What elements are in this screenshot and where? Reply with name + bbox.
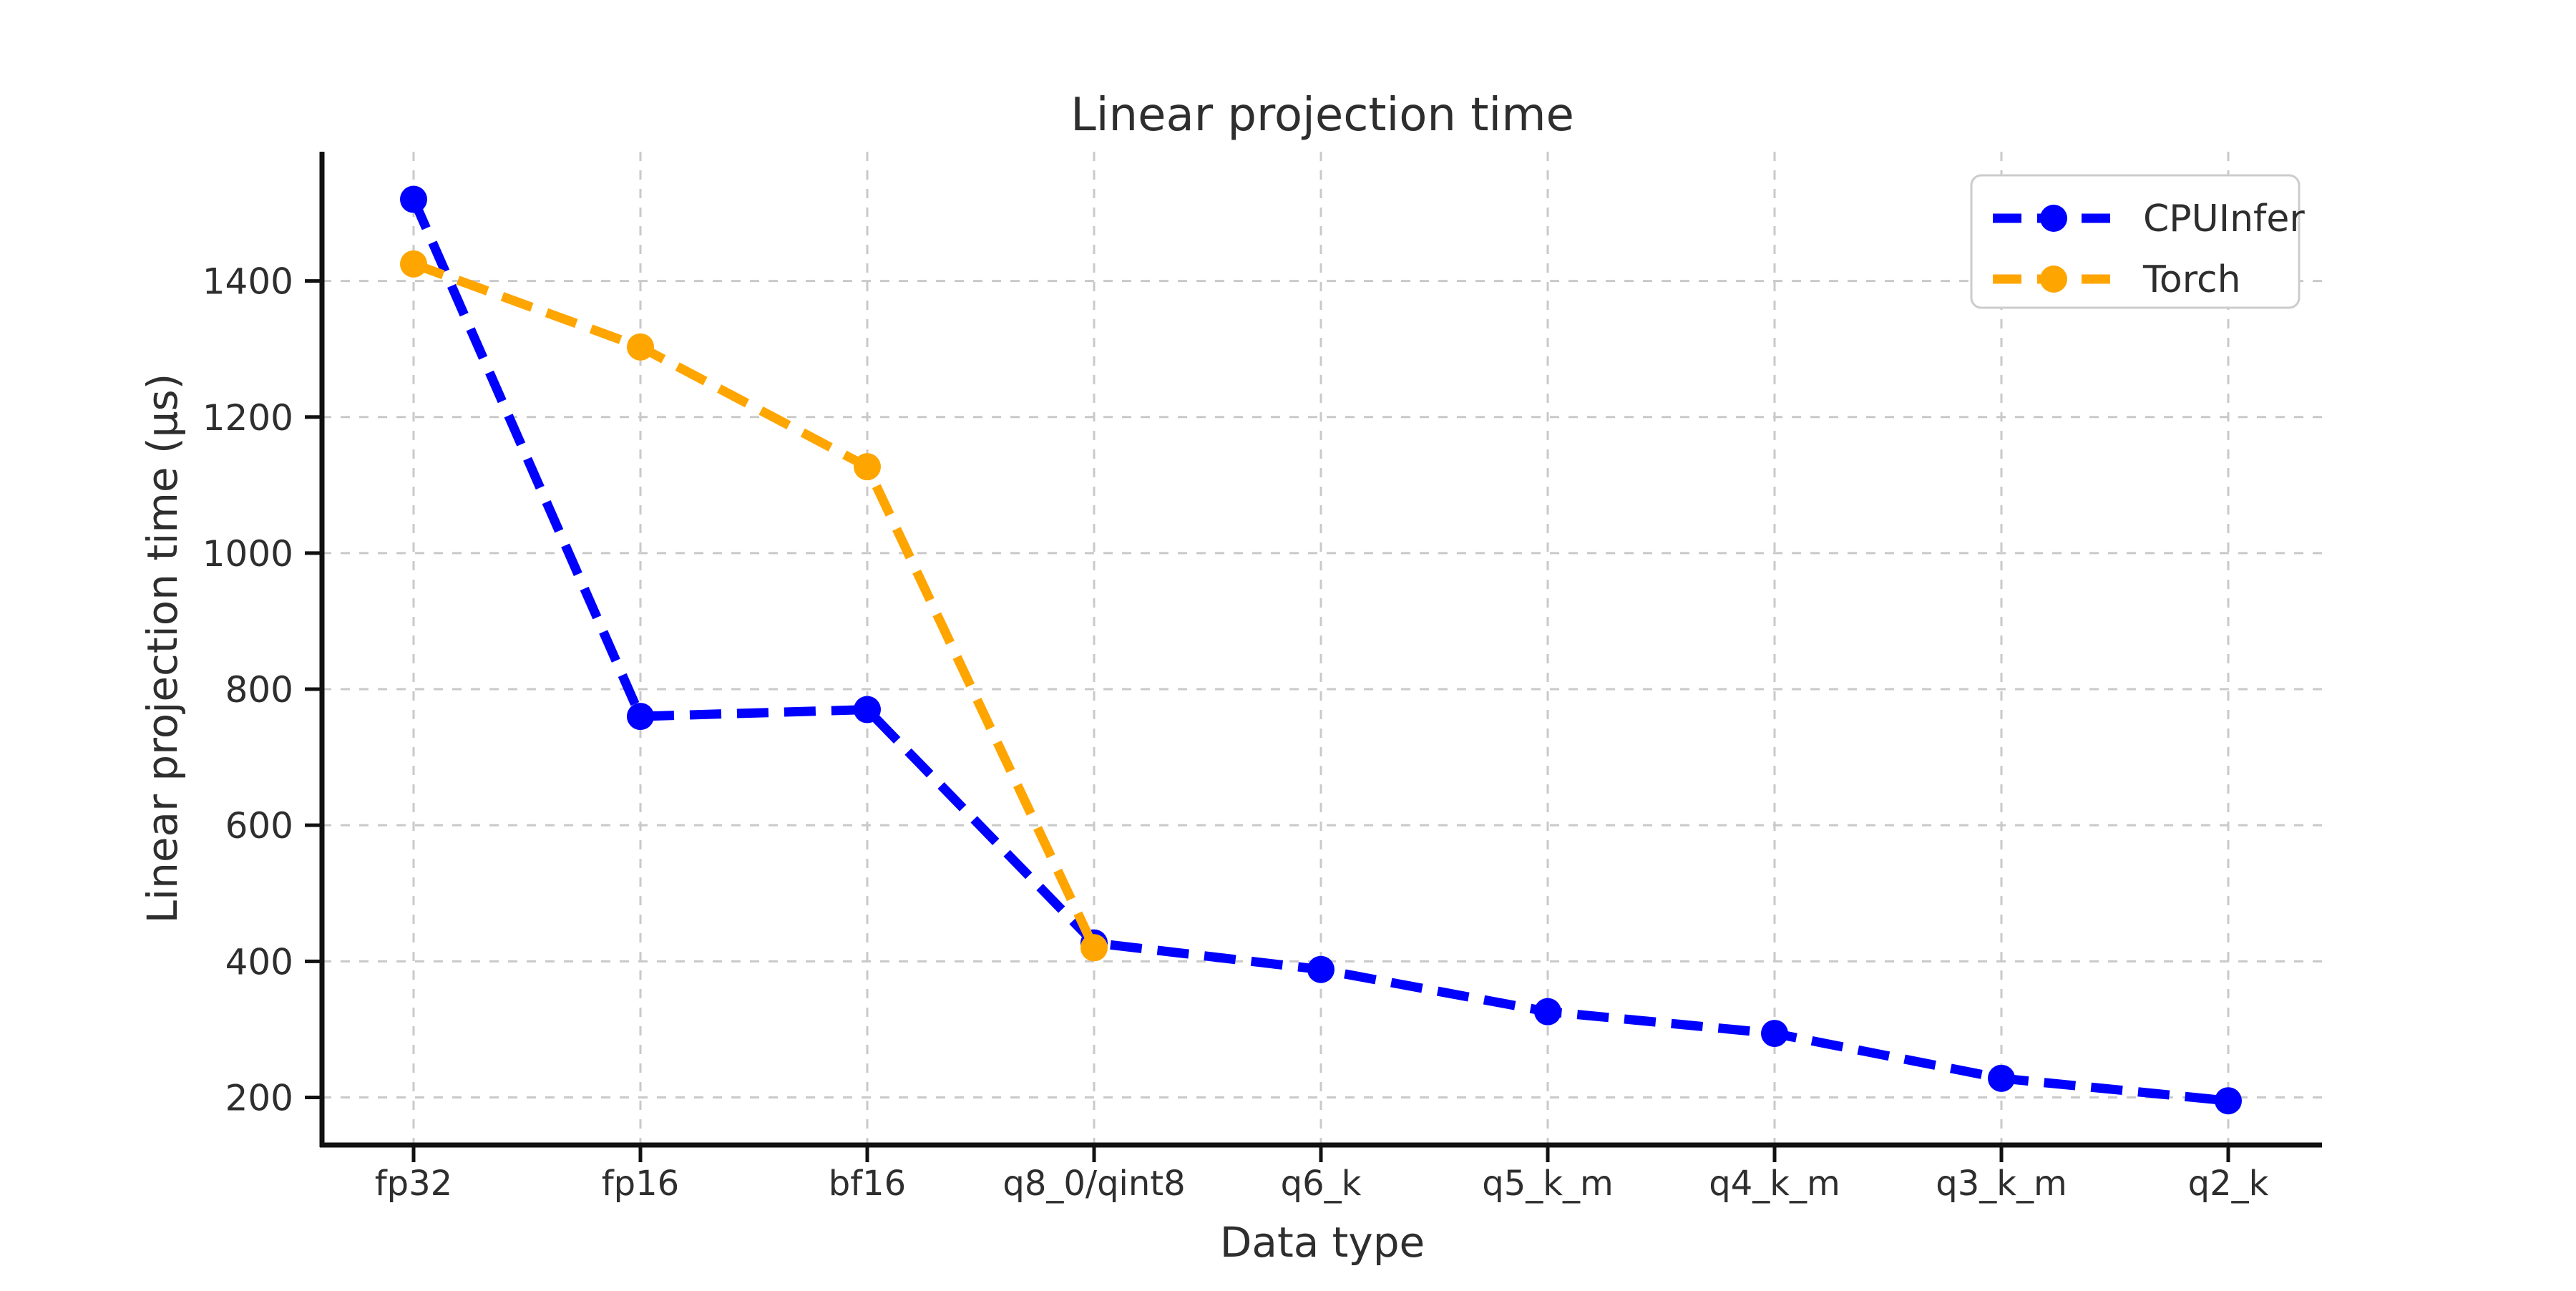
marker-cpuinfer-q3-k-m xyxy=(1988,1064,2015,1092)
y-tick-label-800: 800 xyxy=(225,669,293,711)
x-tick-label-q4-k-m: q4_k_m xyxy=(1709,1164,1840,1204)
x-tick-label-bf16: bf16 xyxy=(829,1164,906,1204)
series-line-torch xyxy=(411,259,1098,950)
legend-marker-cpuinfer xyxy=(2040,205,2067,232)
marker-cpuinfer-q5-k-m xyxy=(1534,998,1561,1026)
marker-cpuinfer-q2-k xyxy=(2215,1087,2242,1115)
x-tick-label-q8-0-qint8: q8_0/qint8 xyxy=(1002,1164,1185,1204)
legend-box xyxy=(1970,174,2301,309)
plot-area: 200 400 600 800 1000 1200 1400 fp32 fp16 bf16 q8_0… xyxy=(203,152,2322,1204)
marker-torch-q8-0-qint8 xyxy=(1080,934,1108,962)
marker-cpuinfer-bf16 xyxy=(854,696,881,724)
marker-torch-fp16 xyxy=(627,333,654,361)
y-tick-label-1400: 1400 xyxy=(203,261,293,303)
legend-label-cpuinfer: CPUInfer xyxy=(2143,198,2305,240)
x-tick-label-q2-k: q2_k xyxy=(2188,1164,2269,1204)
x-tick-label-fp32: fp32 xyxy=(375,1164,452,1204)
marker-cpuinfer-q6-k xyxy=(1307,955,1335,983)
y-tick-label-1000: 1000 xyxy=(203,533,293,575)
x-tick-label-q5-k-m: q5_k_m xyxy=(1482,1164,1614,1204)
marker-cpuinfer-fp32 xyxy=(400,185,427,213)
y-tick-label-1200: 1200 xyxy=(203,397,293,439)
marker-torch-bf16 xyxy=(854,453,881,481)
y-tick-label-400: 400 xyxy=(225,941,293,983)
marker-cpuinfer-q4-k-m xyxy=(1761,1020,1788,1048)
x-tick-label-q6-k: q6_k xyxy=(1281,1164,1362,1204)
x-tick-label-q3-k-m: q3_k_m xyxy=(1936,1164,2067,1204)
legend-marker-torch xyxy=(2040,265,2067,293)
marker-torch-fp32 xyxy=(400,250,427,278)
x-axis-label: Data type xyxy=(1220,1218,1425,1267)
y-axis-label: Linear projection time (μs) xyxy=(138,374,187,924)
y-tick-label-200: 200 xyxy=(225,1077,293,1119)
legend-label-torch: Torch xyxy=(2142,258,2241,301)
marker-cpuinfer-fp16 xyxy=(627,703,654,731)
x-tick-label-fp16: fp16 xyxy=(602,1164,679,1204)
chart-title: Linear projection time xyxy=(1070,89,1574,142)
legend: CPUInfer Torch xyxy=(1970,174,2305,309)
y-tick-label-600: 600 xyxy=(225,805,293,847)
